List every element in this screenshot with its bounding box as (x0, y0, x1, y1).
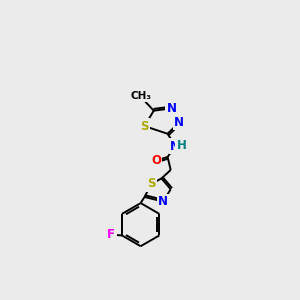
Text: F: F (107, 228, 115, 241)
Text: N: N (174, 116, 184, 129)
Text: S: S (147, 177, 156, 190)
Text: N: N (170, 140, 180, 153)
Text: S: S (140, 120, 149, 133)
Text: N: N (158, 195, 168, 208)
Text: O: O (151, 154, 161, 167)
Text: CH₃: CH₃ (130, 91, 151, 101)
Text: H: H (176, 139, 186, 152)
Text: N: N (167, 102, 176, 115)
